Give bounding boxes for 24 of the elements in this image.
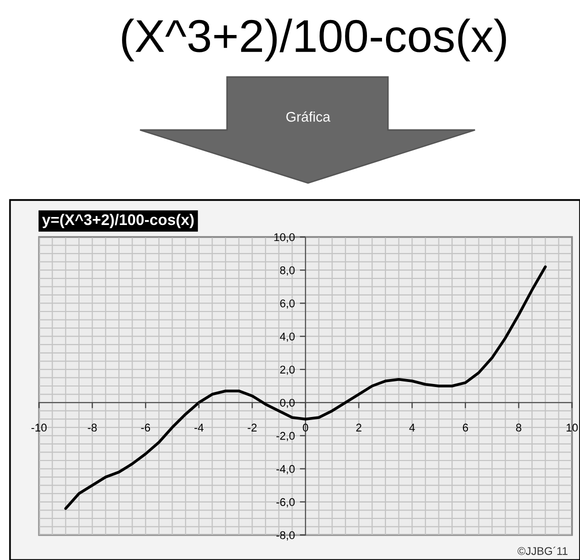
chart-subtitle: y=(X^3+2)/100-cos(x) (42, 214, 194, 228)
x-tick-label: 8 (516, 424, 522, 432)
x-tick-label: 6 (462, 424, 468, 432)
x-tick-label: 4 (409, 424, 415, 432)
x-tick-label: 10 (566, 424, 578, 432)
y-tick-label: -8,0 (276, 531, 295, 540)
x-tick-label: 2 (356, 424, 362, 432)
x-tick-label: -4 (194, 424, 204, 432)
x-tick-label: -2 (248, 424, 257, 432)
y-tick-label: -4,0 (276, 465, 295, 474)
y-tick-label: -6,0 (276, 498, 295, 508)
y-tick-label: 6,0 (280, 299, 295, 309)
x-tick-label: -10 (31, 424, 47, 432)
line-series (64, 265, 547, 510)
text: Gráfica (286, 111, 330, 122)
y-tick-label: -2,0 (276, 432, 295, 442)
x-tick-label: -6 (141, 424, 150, 432)
y-tick-label: 8,0 (280, 266, 295, 276)
chart-title: (X^3+2)/100-cos(x) (122, 18, 506, 62)
y-tick-label: 10,0 (274, 233, 295, 242)
y-tick-label: 4,0 (280, 332, 295, 342)
x-tick-label: -8 (88, 424, 97, 432)
text: ©JJBG´11 (518, 546, 568, 555)
y-tick-label: 2,0 (280, 366, 295, 375)
